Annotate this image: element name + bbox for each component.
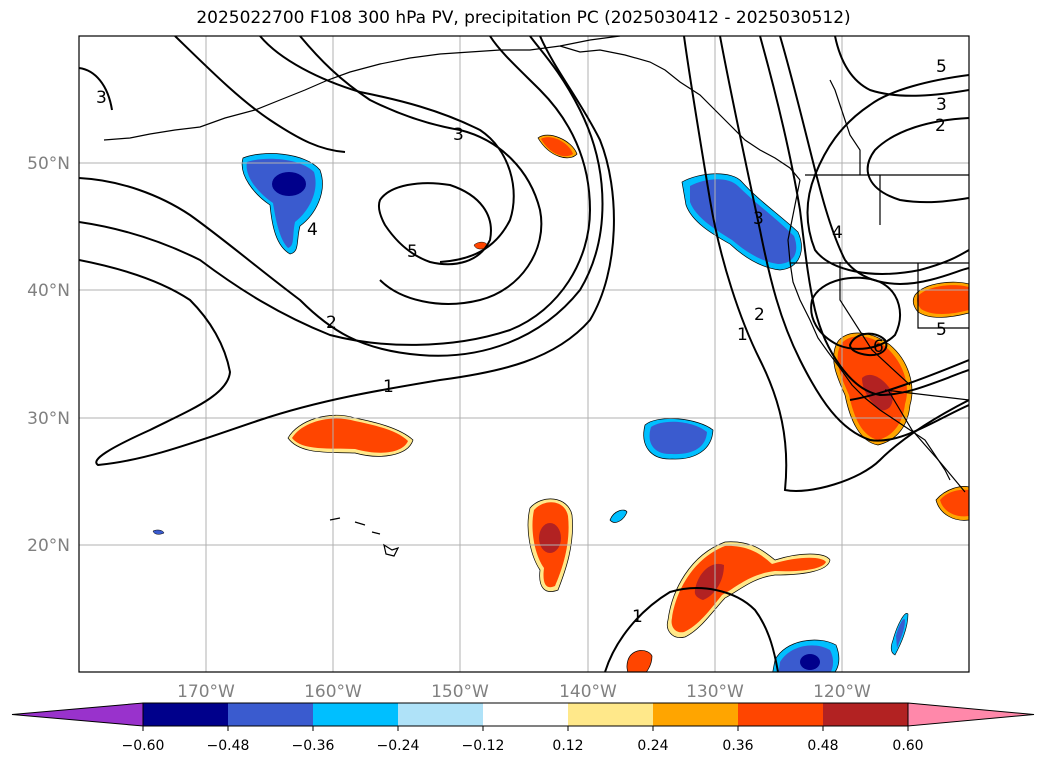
colorbar-segment bbox=[568, 703, 653, 726]
contour-label: 4 bbox=[832, 223, 843, 243]
colorbar-segment bbox=[483, 703, 568, 726]
lat-tick-label: 30°N bbox=[27, 409, 70, 429]
contour-label: 3 bbox=[453, 125, 464, 145]
lon-tick-label: 170°W bbox=[177, 682, 235, 702]
contour-labels: 3 3 4 5 2 1 3 4 5 2 1 2 3 6 5 1 bbox=[96, 57, 947, 627]
positive-precip-areas bbox=[287, 134, 969, 672]
contour-label: 3 bbox=[753, 209, 764, 229]
colorbar-segment bbox=[653, 703, 738, 726]
colorbar-tick-label: 0.60 bbox=[892, 738, 923, 754]
colorbar-tick-label: 0.12 bbox=[552, 738, 583, 754]
colorbar: −0.60 −0.48 −0.36 −0.24 −0.12 0.12 0.24 0.36 0.4… bbox=[11, 702, 1035, 754]
colorbar-segment bbox=[313, 703, 398, 726]
lon-tick-label: 130°W bbox=[686, 682, 744, 702]
contour-label: 3 bbox=[96, 88, 107, 108]
colorbar-tick-label: 0.36 bbox=[722, 738, 753, 754]
coastlines bbox=[103, 36, 969, 557]
colorbar-extend-max bbox=[907, 702, 1035, 727]
contour-label: 5 bbox=[407, 242, 418, 262]
pv-contours bbox=[79, 36, 969, 672]
colorbar-segment bbox=[398, 703, 483, 726]
precipitation-shading bbox=[152, 134, 969, 672]
contour-label: 2 bbox=[326, 313, 337, 333]
negative-precip-areas bbox=[152, 153, 909, 672]
longitude-tick-labels: 170°W 160°W 150°W 140°W 130°W 120°W bbox=[177, 682, 871, 702]
colorbar-frame bbox=[142, 702, 909, 727]
contour-label: 3 bbox=[936, 95, 947, 115]
colorbar-segment bbox=[228, 703, 313, 726]
contour-label: 4 bbox=[307, 220, 318, 240]
colorbar-tick-label: −0.48 bbox=[207, 738, 250, 754]
lon-tick-label: 160°W bbox=[304, 682, 362, 702]
map-frame bbox=[78, 35, 970, 673]
lat-tick-label: 50°N bbox=[27, 154, 70, 174]
lon-tick-label: 150°W bbox=[431, 682, 489, 702]
colorbar-segment bbox=[738, 703, 823, 726]
lon-tick-label: 120°W bbox=[813, 682, 871, 702]
contour-label: 1 bbox=[737, 325, 748, 345]
contour-label: 5 bbox=[936, 320, 947, 340]
colorbar-segment bbox=[143, 703, 228, 726]
contour-label: 6 bbox=[873, 337, 884, 357]
colorbar-tick-label: 0.24 bbox=[637, 738, 668, 754]
contour-label: 5 bbox=[936, 57, 947, 77]
plot-title: 2025022700 F108 300 hPa PV, precipitatio… bbox=[196, 8, 851, 28]
colorbar-segment bbox=[823, 703, 908, 726]
colorbar-extend-min bbox=[11, 702, 144, 727]
contour-label: 2 bbox=[754, 305, 765, 325]
lat-tick-label: 20°N bbox=[27, 536, 70, 556]
colorbar-tick-label: −0.36 bbox=[292, 738, 335, 754]
colorbar-tick-label: −0.12 bbox=[462, 738, 505, 754]
lat-tick-label: 40°N bbox=[27, 281, 70, 301]
contour-label: 1 bbox=[383, 377, 394, 397]
contour-label: 2 bbox=[935, 116, 946, 136]
latitude-tick-labels: 50°N 40°N 30°N 20°N bbox=[27, 154, 70, 556]
contour-label: 1 bbox=[632, 607, 643, 627]
colorbar-tick-label: 0.48 bbox=[807, 738, 838, 754]
colorbar-tick-label: −0.60 bbox=[122, 738, 165, 754]
lon-tick-label: 140°W bbox=[559, 682, 617, 702]
colorbar-tick-label: −0.24 bbox=[377, 738, 420, 754]
